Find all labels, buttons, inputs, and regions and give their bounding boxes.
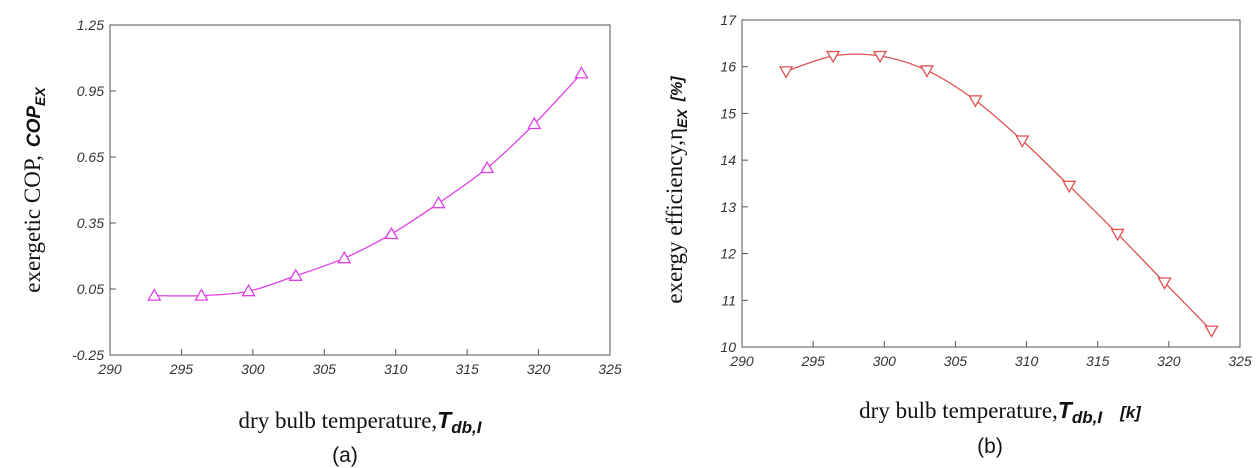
chart-a-y-tick-label: -0.25	[72, 347, 104, 363]
chart-b-x-tick-label: 315	[1086, 353, 1110, 369]
chart-a-y-tick-label: 0.65	[77, 149, 104, 165]
chart-a-x-tick-label: 315	[455, 361, 479, 377]
chart-a-ylabel-subscript: EX	[32, 86, 48, 106]
chart-a-x-tick-label: 305	[313, 361, 337, 377]
chart-b-x-tick-label: 290	[729, 353, 754, 369]
chart-a-xlabel-text: dry bulb temperature,	[239, 408, 438, 433]
chart-a-data-point	[480, 160, 495, 174]
chart-b-x-tick-label: 305	[944, 353, 968, 369]
chart-b-y-tick-label: 16	[720, 59, 736, 75]
chart-b: 290 295 300 305 310 315 320 325 10 11 12 13 14 15 16 17…	[662, 12, 1252, 458]
chart-b-ylabel-text: exergy efficiency,	[662, 140, 687, 304]
chart-a-data-point	[431, 195, 446, 209]
chart-b-xlabel-symbol: T	[1058, 397, 1074, 423]
chart-a: 290 295 300 305 310 315 320 325 -0.25 0.05 0.35 0.6…	[20, 17, 622, 467]
chart-b-xlabel-unit: [k]	[1119, 403, 1142, 422]
chart-b-xlabel: dry bulb temperature,Tdb,I [k]	[859, 397, 1142, 427]
chart-b-data-point	[1062, 180, 1077, 194]
chart-b-x-tick-label: 295	[800, 353, 825, 369]
chart-a-series-line	[154, 72, 582, 297]
chart-b-ylabel-unit: [%]	[669, 76, 686, 103]
chart-a-x-tick-label: 290	[97, 361, 122, 377]
chart-b-data-point	[872, 50, 888, 64]
chart-a-data-point	[527, 116, 542, 130]
chart-a-x-tick-label: 325	[598, 361, 622, 377]
chart-a-ylabel-text: exergetic COP,	[20, 155, 45, 293]
chart-a-panel-label: (a)	[332, 444, 358, 467]
chart-b-data-point	[968, 95, 983, 108]
chart-b-xlabel-subscript: db,I	[1072, 408, 1103, 427]
chart-b-data-point	[825, 50, 841, 64]
chart-b-xlabel-text: dry bulb temperature,	[859, 398, 1058, 423]
chart-b-ticks: 290 295 300 305 310 315 320 325 10 11 12 13 14 15 16 17	[720, 12, 1251, 369]
chart-b-data-point	[1110, 228, 1125, 242]
chart-a-ticks: 290 295 300 305 310 315 320 325 -0.25 0.05 0.35 0.6…	[72, 17, 622, 377]
chart-a-x-tick-label: 310	[384, 361, 408, 377]
chart-b-series-line	[785, 53, 1213, 332]
chart-a-data-point	[147, 288, 162, 301]
chart-a-y-tick-label: 1.25	[77, 17, 104, 33]
chart-a-y-tick-label: 0.35	[77, 215, 104, 231]
chart-a-x-tick-label: 320	[527, 361, 551, 377]
chart-a-ylabel-symbol: COP	[24, 106, 45, 148]
chart-b-data-point	[1204, 325, 1219, 338]
chart-a-xlabel: dry bulb temperature,Tdb,I	[239, 407, 483, 437]
chart-a-markers	[147, 66, 589, 301]
chart-b-x-tick-label: 320	[1157, 353, 1181, 369]
chart-a-data-point	[337, 250, 352, 264]
chart-b-data-point	[919, 65, 935, 78]
chart-b-ylabel-subscript: EX	[674, 108, 690, 128]
chart-a-xlabel-symbol: T	[437, 407, 453, 433]
chart-b-ylabel: exergy efficiency,ηEX [%]	[662, 76, 690, 304]
chart-a-frame	[109, 24, 611, 356]
chart-b-y-tick-label: 12	[720, 246, 736, 262]
chart-b-frame	[741, 19, 1241, 348]
chart-a-data-point	[288, 268, 303, 281]
chart-b-y-tick-label: 10	[720, 339, 736, 355]
chart-a-data-point	[194, 288, 209, 301]
chart-a-x-tick-label: 300	[241, 361, 265, 377]
chart-a-data-point	[241, 283, 256, 297]
chart-a-data-point	[384, 226, 399, 240]
chart-a-ylabel: exergetic COP, COPEX	[20, 86, 48, 293]
chart-b-ylabel-symbol: η	[662, 128, 687, 140]
chart-b-data-point	[1015, 135, 1030, 148]
chart-a-xlabel-subscript: db,I	[451, 418, 482, 437]
chart-a-y-tick-label: 0.05	[77, 281, 104, 297]
chart-b-panel-label: (b)	[977, 435, 1003, 458]
chart-a-data-point	[574, 66, 589, 79]
chart-b-data-point	[1157, 277, 1172, 290]
chart-b-x-tick-label: 300	[873, 353, 897, 369]
chart-b-x-tick-label: 325	[1228, 353, 1252, 369]
chart-b-y-tick-label: 17	[720, 12, 737, 28]
chart-b-data-point	[778, 66, 794, 79]
chart-b-x-tick-label: 310	[1015, 353, 1039, 369]
chart-b-y-tick-label: 15	[720, 105, 736, 121]
chart-a-y-tick-label: 0.95	[77, 83, 104, 99]
chart-b-y-tick-label: 13	[720, 199, 736, 215]
chart-b-markers	[778, 50, 1219, 338]
chart-a-x-tick-label: 295	[169, 361, 194, 377]
chart-b-y-tick-label: 14	[720, 152, 736, 168]
chart-b-y-tick-label: 11	[721, 292, 736, 308]
